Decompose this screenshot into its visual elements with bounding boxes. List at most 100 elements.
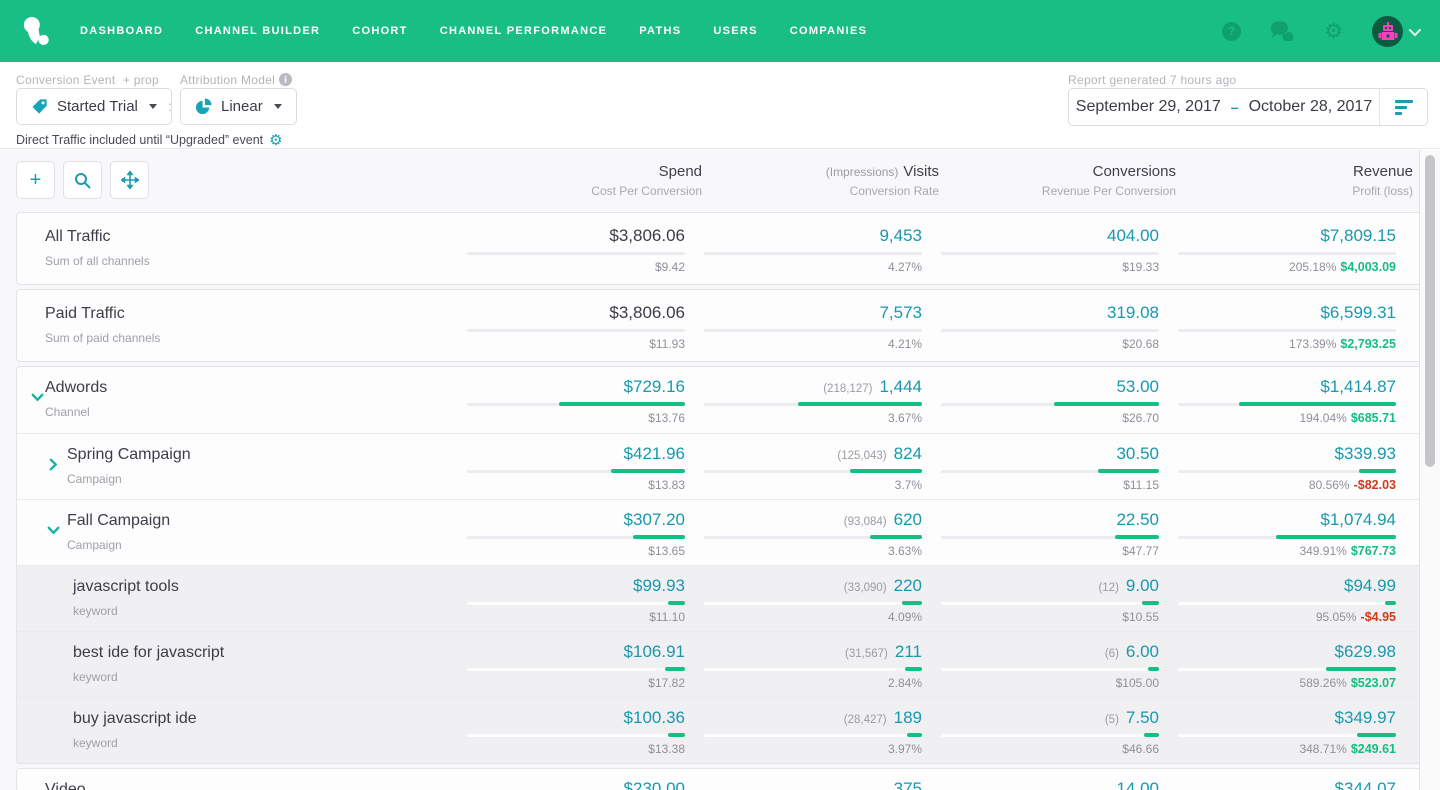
metric-subvalue: 4.21% (704, 337, 922, 351)
conversion-event-select[interactable]: Started Trial (16, 88, 172, 125)
metric-bar (704, 536, 922, 539)
table-row[interactable]: All TrafficSum of all channels$3,806.06$… (17, 213, 1423, 284)
metric-value: 620 (894, 510, 922, 529)
nav-item-dashboard[interactable]: DASHBOARD (80, 25, 163, 37)
metric-cell: (6)6.00$105.00 (941, 632, 1159, 697)
chevron-right-icon[interactable] (47, 460, 60, 469)
nav-item-cohort[interactable]: COHORT (352, 25, 407, 37)
metric-subvalue: 3.67% (704, 411, 922, 425)
date-start[interactable]: September 29, 2017 (1076, 98, 1221, 116)
metric-value: $7,809.15 (1320, 226, 1396, 245)
metric-value: $339.93 (1335, 444, 1396, 463)
nav-item-paths[interactable]: PATHS (639, 25, 681, 37)
metric-cell: $421.96 $13.83 (467, 434, 685, 499)
row-subtitle: Campaign (67, 472, 448, 486)
paren-value: (12) (1098, 582, 1118, 594)
table-row[interactable]: javascript toolskeyword$99.93$11.10(33,0… (17, 565, 1423, 631)
metric-subvalue: 589.26%$523.07 (1178, 676, 1396, 690)
metric-subvalue: $9.42 (467, 260, 685, 274)
help-icon[interactable]: ? (1222, 22, 1241, 41)
row-name-cell: VideoChannel (45, 769, 448, 790)
metric-value: $99.93 (633, 576, 685, 595)
row-title: buy javascript ide (73, 710, 448, 728)
table-row[interactable]: Paid TrafficSum of paid channels$3,806.0… (17, 290, 1423, 361)
metric-subvalue: $26.70 (941, 411, 1159, 425)
column-header-visits[interactable]: (Impressions)Visits Conversion Rate (721, 163, 939, 198)
metric-value: $1,414.87 (1320, 377, 1396, 396)
row-name-cell: Spring CampaignCampaign (45, 434, 448, 499)
metric-bar (941, 329, 1159, 332)
attribution-model-label: Attribution Model (180, 73, 292, 87)
metric-value: 30.50 (1116, 444, 1159, 463)
metric-cell: (33,090)2204.09% (704, 566, 922, 631)
metric-cell: $1,074.94349.91%$767.73 (1178, 500, 1396, 565)
metric-cell: $349.97348.71%$249.61 (1178, 698, 1396, 763)
metric-cell: $629.98589.26%$523.07 (1178, 632, 1396, 697)
move-columns-button[interactable] (110, 161, 149, 199)
metric-cell: $100.36$13.38 (467, 698, 685, 763)
column-header-revenue[interactable]: Revenue Profit (loss) (1195, 163, 1413, 198)
add-prop-link[interactable]: + prop (123, 73, 159, 87)
metric-subvalue: $11.15 (941, 478, 1159, 492)
attribution-model-select[interactable]: Linear (180, 88, 297, 125)
account-menu[interactable] (1372, 16, 1418, 47)
metric-subvalue: 4.27% (704, 260, 922, 274)
settings-gear-icon[interactable]: ⚙ (1324, 21, 1343, 42)
metric-cell: 30.50 $11.15 (941, 434, 1159, 499)
metric-bar (467, 470, 685, 473)
nav-item-companies[interactable]: COMPANIES (790, 25, 868, 37)
paren-value: (218,127) (823, 383, 872, 395)
row-title: Adwords (45, 379, 448, 397)
note-settings-gear-icon[interactable]: ⚙ (269, 131, 282, 149)
metric-subvalue: $20.68 (941, 337, 1159, 351)
chevron-down-icon[interactable] (31, 393, 44, 402)
metric-bar (467, 329, 685, 332)
table-row[interactable]: AdwordsChannel$729.16$13.76(218,127)1,44… (17, 367, 1423, 433)
table-row[interactable]: VideoChannel$230.0037514.00$344.07 (17, 769, 1423, 790)
metric-subvalue: $13.83 (467, 478, 685, 492)
app-logo-icon[interactable] (22, 15, 52, 47)
date-end[interactable]: October 28, 2017 (1249, 98, 1373, 116)
nav-item-users[interactable]: USERS (713, 25, 757, 37)
chat-icon[interactable] (1270, 21, 1295, 41)
table-row[interactable]: buy javascript idekeyword$100.36$13.38(2… (17, 697, 1423, 763)
table-row[interactable]: Spring CampaignCampaign$421.96$13.83(125… (17, 433, 1423, 499)
chevron-down-icon[interactable] (47, 526, 60, 535)
metric-bar (1178, 470, 1396, 473)
metric-cell: (12)9.00$10.55 (941, 566, 1159, 631)
chevron-down-icon (149, 104, 157, 109)
scrollbar-track[interactable] (1419, 150, 1440, 790)
metric-value: 6.00 (1126, 642, 1159, 661)
nav-item-channel-performance[interactable]: CHANNEL PERFORMANCE (440, 25, 608, 37)
metric-subvalue: $17.82 (467, 676, 685, 690)
metric-subvalue: 4.09% (704, 610, 922, 624)
metric-subvalue: $13.65 (467, 544, 685, 558)
date-range-picker[interactable]: September 29, 2017 – October 28, 2017 (1068, 88, 1428, 126)
metric-subvalue: 2.84% (704, 676, 922, 690)
paren-value: (33,090) (844, 582, 887, 594)
metric-cell: 7,5734.21% (704, 290, 922, 361)
metric-bar (467, 734, 685, 737)
metric-cell: 375 (704, 769, 922, 790)
metric-subvalue: $11.93 (467, 337, 685, 351)
add-channel-button[interactable]: + (16, 161, 55, 199)
column-header-spend[interactable]: Spend Cost Per Conversion (484, 163, 702, 198)
report-filter-button[interactable] (1379, 89, 1427, 125)
search-button[interactable] (63, 161, 102, 199)
column-header-conversions[interactable]: Conversions Revenue Per Conversion (958, 163, 1176, 198)
table-row[interactable]: Fall CampaignCampaign$307.20$13.65(93,08… (17, 499, 1423, 565)
metric-cell: $230.00 (467, 769, 685, 790)
filter-bars-icon (1395, 100, 1413, 115)
tag-icon (31, 98, 48, 115)
avatar[interactable] (1372, 16, 1403, 47)
metric-value: $421.96 (624, 444, 685, 463)
table-row[interactable]: best ide for javascriptkeyword$106.91$17… (17, 631, 1423, 697)
metric-subvalue: $47.77 (941, 544, 1159, 558)
metric-subvalue: 95.05%-$4.95 (1178, 610, 1396, 624)
metric-bar (704, 252, 922, 255)
info-icon[interactable] (279, 73, 292, 86)
metric-bar (1178, 734, 1396, 737)
nav-item-channel-builder[interactable]: CHANNEL BUILDER (195, 25, 320, 37)
row-title: Video (45, 781, 448, 790)
scrollbar-thumb[interactable] (1425, 155, 1435, 467)
